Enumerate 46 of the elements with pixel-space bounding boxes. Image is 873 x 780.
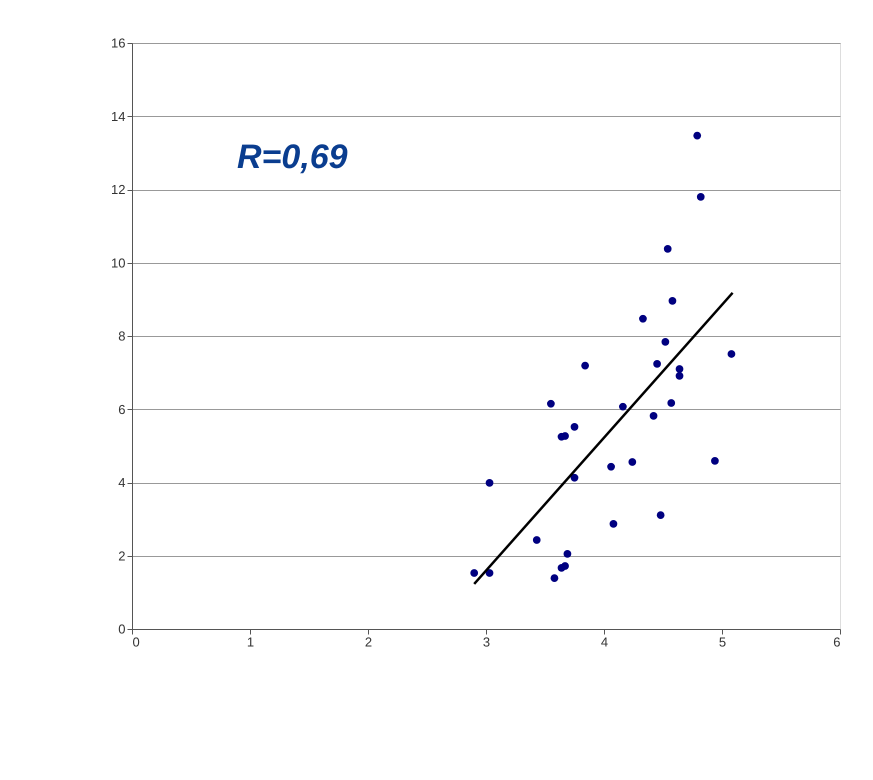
y-tick-label: 14 [111, 108, 126, 124]
x-tick-label: 5 [718, 634, 726, 650]
point [661, 338, 670, 346]
point [486, 479, 494, 487]
point [610, 520, 618, 528]
point [581, 362, 589, 370]
y-tick-label: 12 [111, 182, 126, 197]
y-tick-label: 8 [118, 328, 126, 344]
point [711, 457, 719, 465]
point [550, 574, 558, 582]
point [561, 562, 569, 570]
point [696, 192, 705, 201]
point [668, 296, 676, 305]
y-tick-label: 16 [111, 36, 126, 50]
point [470, 569, 478, 577]
point [667, 399, 676, 407]
point [607, 462, 615, 471]
point [486, 569, 494, 577]
annotation: R=0,69 [237, 138, 348, 176]
point [547, 400, 555, 408]
y-tick-label: 2 [118, 548, 126, 564]
point [564, 550, 572, 558]
point [650, 412, 658, 420]
x-tick-label: 4 [600, 634, 608, 650]
point [664, 244, 672, 253]
point [728, 350, 736, 358]
x-tick-label: 3 [482, 634, 490, 650]
y-tick-label: 4 [118, 475, 126, 490]
point [676, 372, 684, 380]
point [532, 536, 541, 544]
point [628, 458, 636, 466]
x-tick-label: 0 [132, 634, 140, 650]
y-tick-label: 0 [118, 622, 126, 636]
x-tick-label: 2 [364, 634, 372, 650]
x-tick-label: 1 [246, 634, 254, 650]
point [570, 474, 578, 482]
point [619, 402, 627, 411]
y-tick-label: 6 [118, 402, 126, 417]
point [676, 365, 684, 373]
point [693, 132, 702, 140]
point [656, 511, 665, 519]
y-tick-label: 10 [111, 255, 126, 270]
point [570, 422, 578, 431]
point [639, 314, 647, 323]
x-tick-label: 6 [833, 634, 840, 650]
point [653, 360, 661, 368]
